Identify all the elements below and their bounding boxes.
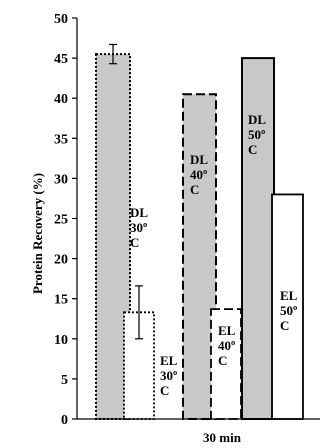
y-tick-label: 30 (54, 172, 68, 187)
error-bar (109, 43, 117, 65)
bar-label: DL 30º C (130, 205, 148, 250)
error-bar (135, 285, 143, 340)
bar-label: DL 40º C (190, 152, 208, 197)
y-axis-label: Protein Recovery (%) (30, 173, 45, 294)
bar-label: DL 50º C (248, 112, 266, 157)
bar (210, 308, 242, 420)
y-tick-label: 10 (54, 333, 68, 348)
y-tick-label: 0 (61, 413, 68, 428)
bar (271, 193, 304, 420)
y-tick-label: 25 (54, 213, 68, 228)
y-tick-label: 35 (54, 132, 68, 147)
y-tick-label: 20 (54, 253, 68, 268)
bar-group: DL 50º C (241, 57, 275, 420)
y-tick-label: 50 (54, 12, 68, 27)
bar-label: EL 50º C (280, 288, 298, 333)
y-tick-label: 45 (54, 52, 68, 67)
y-axis-ticks: 0 5 10 15 20 25 30 35 40 45 50 (54, 12, 77, 428)
bar-group: EL 50º C (271, 193, 304, 420)
bar-group: EL 40º C (210, 308, 242, 420)
bar-group: EL 30º C (123, 285, 178, 420)
bar-label: EL 30º C (160, 353, 178, 398)
bar-label: EL 40º C (218, 323, 236, 368)
y-tick-label: 15 (54, 293, 68, 308)
y-tick-label: 5 (61, 373, 68, 388)
x-axis-label: 30 min (203, 430, 242, 445)
y-tick-label: 40 (54, 92, 68, 107)
bar-series: DL 30º C EL 30º C DL 40º C EL 40º C DL 50º C EL 50º C (95, 43, 304, 421)
